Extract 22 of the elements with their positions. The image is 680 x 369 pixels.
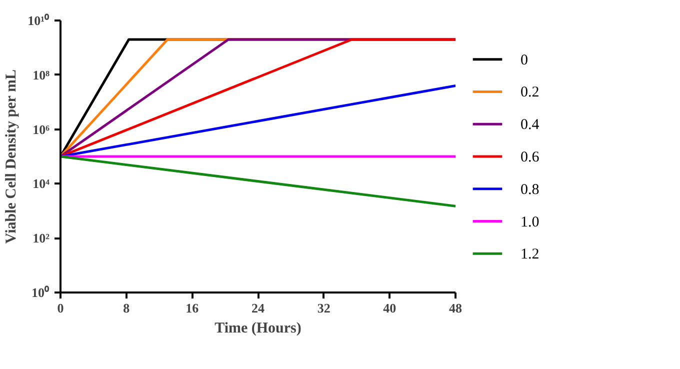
- y-tick-label: 10⁴: [32, 176, 50, 192]
- x-tick-label: 32: [317, 300, 330, 316]
- y-tick-label: 10²: [32, 230, 50, 246]
- legend-label: 1.0: [520, 214, 540, 230]
- x-tick-label: 24: [252, 300, 265, 316]
- x-axis-title: Time (Hours): [214, 320, 302, 336]
- y-tick-label: 10¹⁰: [28, 13, 50, 28]
- y-tick-label: 10⁸: [32, 67, 50, 82]
- y-tick-label: 10⁶: [32, 122, 50, 137]
- legend-label: 0.8: [520, 182, 540, 198]
- legend-label: 0.4: [520, 117, 540, 134]
- legend-label: 1.2: [520, 246, 540, 263]
- y-tick-label: 10⁰: [32, 285, 50, 300]
- y-axis-title: Viable Cell Density per mL: [4, 70, 20, 244]
- x-tick-label: 40: [383, 300, 396, 316]
- legend-label: 0.6: [520, 150, 540, 166]
- x-tick-label: 0: [57, 300, 64, 316]
- x-tick-label: 8: [123, 300, 130, 316]
- legend-label: 0.2: [520, 84, 540, 101]
- x-tick-label: 16: [186, 300, 200, 316]
- legend-label: 0: [520, 52, 528, 68]
- x-tick-label: 48: [449, 300, 462, 316]
